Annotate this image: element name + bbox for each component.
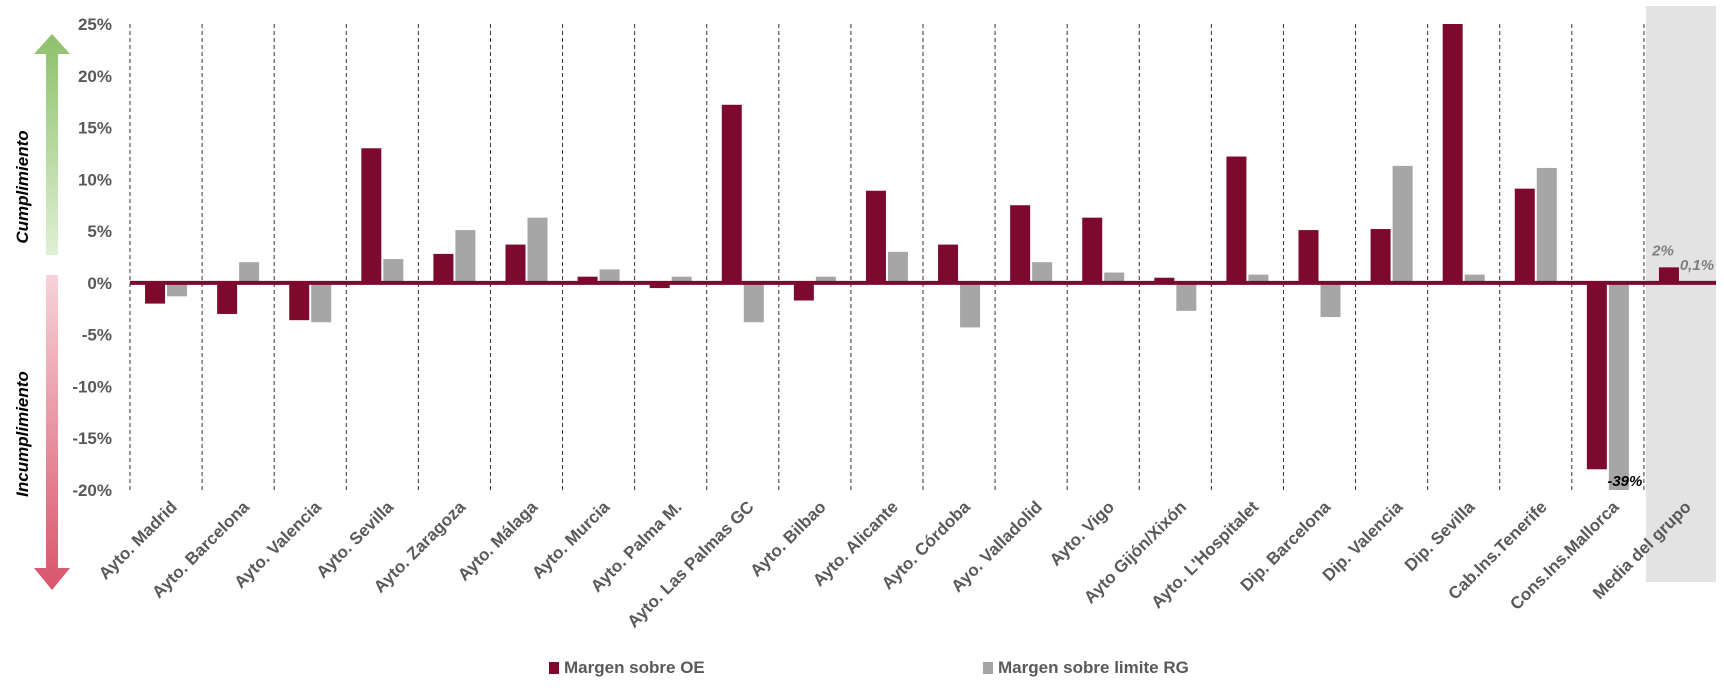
- down-arrow: [34, 275, 70, 590]
- bar: [1464, 274, 1485, 283]
- data-label: 2%: [1651, 242, 1674, 259]
- y-label-top: Cumplimiento: [13, 130, 32, 243]
- bar: [1082, 217, 1103, 283]
- bar: [721, 104, 742, 283]
- y-tick-label: -10%: [72, 377, 112, 396]
- x-tick-label: Ayto. Vigo: [1046, 497, 1118, 569]
- y-tick-label: -5%: [82, 326, 112, 345]
- bar: [671, 276, 692, 283]
- bar: [887, 251, 908, 283]
- bar: [1298, 230, 1319, 283]
- bar: [1392, 165, 1413, 283]
- bar: [527, 217, 548, 283]
- bar: [455, 230, 476, 283]
- highlight-band: [1645, 6, 1716, 582]
- bar: [1226, 156, 1247, 283]
- x-tick-label: Dip. Sevilla: [1401, 497, 1479, 575]
- bar: [311, 282, 332, 323]
- bar: [938, 244, 959, 283]
- bar: [239, 262, 260, 283]
- y-tick-label: 5%: [87, 222, 112, 241]
- bar: [815, 276, 836, 283]
- bar: [1320, 282, 1341, 318]
- bar: [433, 253, 454, 283]
- bar: [577, 276, 598, 283]
- plot-area: [145, 24, 1701, 490]
- up-arrow: [34, 34, 70, 255]
- bar: [1370, 229, 1391, 283]
- bar: [599, 269, 620, 283]
- y-tick-label: 15%: [78, 119, 112, 138]
- bar: [383, 259, 404, 283]
- bar: [1536, 167, 1557, 283]
- bar: [1442, 24, 1463, 283]
- bar: [505, 244, 526, 283]
- y-tick-label: -15%: [72, 429, 112, 448]
- y-label-bottom: Incumplimiento: [13, 371, 32, 497]
- x-tick-label: Ayto. Las Palmas GC: [624, 497, 758, 631]
- bar: [793, 282, 814, 301]
- legend-label: Margen sobre limite RG: [998, 658, 1189, 677]
- bar: [217, 282, 238, 314]
- bar: [145, 282, 166, 304]
- bar: [1608, 282, 1629, 490]
- bar: [1176, 282, 1197, 311]
- legend-label: Margen sobre OE: [564, 658, 705, 677]
- bar: [1104, 272, 1125, 283]
- bar: [289, 282, 310, 321]
- bar: [1248, 274, 1269, 283]
- bar: [1154, 277, 1175, 283]
- y-tick-label: -20%: [72, 481, 112, 500]
- bar: [1586, 282, 1607, 470]
- legend-swatch: [983, 662, 993, 674]
- data-label: 0,1%: [1680, 257, 1714, 274]
- bar: [1032, 262, 1053, 283]
- bar: [865, 190, 886, 283]
- bar: [167, 282, 188, 297]
- bar: [960, 282, 981, 328]
- y-tick-label: 25%: [78, 15, 112, 34]
- bar: [1658, 267, 1679, 283]
- bar: [1010, 205, 1031, 283]
- y-tick-label: 10%: [78, 170, 112, 189]
- data-label: -39%: [1607, 473, 1642, 490]
- bar: [743, 282, 764, 323]
- bar: [1514, 188, 1535, 283]
- bar: [649, 282, 670, 289]
- y-tick-label: 0%: [87, 274, 112, 293]
- y-tick-label: 20%: [78, 67, 112, 86]
- bar: [361, 148, 382, 283]
- legend-swatch: [549, 662, 559, 674]
